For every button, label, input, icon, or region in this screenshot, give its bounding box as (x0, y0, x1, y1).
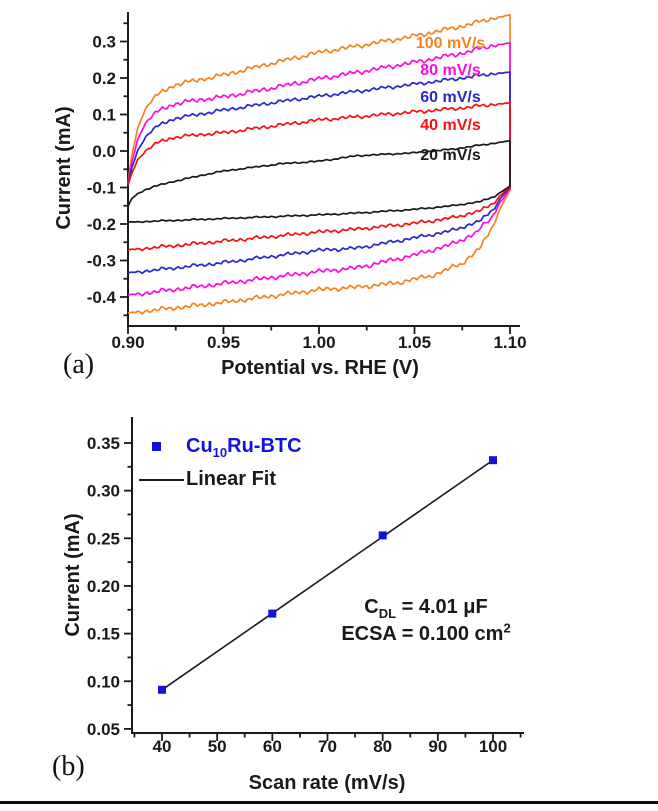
panel-a-label: (a) (63, 349, 95, 380)
x-tick-label: 60 (263, 737, 282, 756)
x-tick-label: 0.95 (207, 333, 240, 352)
curve-label-100-mv/s: 100 mV/s (415, 35, 486, 52)
axis-ticks (120, 22, 511, 334)
bottom-rule-divider (0, 801, 658, 804)
legend-marker-square (152, 442, 161, 451)
panel-b-label: (b) (52, 751, 85, 782)
cv-plot-panel-a: 0.90 0.95 1.00 1.05 1.10 0.3 0.2 0.1 0.0 -0.1 -0.2… (53, 12, 527, 379)
x-tick-label: 1.00 (302, 333, 335, 352)
y-tick-label: 0.30 (87, 482, 120, 501)
cdl-value: = 4.01 μF (396, 596, 488, 618)
scatter-plot-panel-b: 40 50 60 70 80 90 100 0.35 0.30 0.25 0.20 0.15 0.10 0… (62, 417, 524, 794)
legend-cu-suffix: Ru-BTC (227, 435, 302, 457)
data-point-marker (489, 456, 497, 465)
legend-label-linear-fit: Linear Fit (186, 468, 277, 490)
y-tick-label: 0.0 (92, 142, 116, 161)
legend-cu-subscript: 10 (212, 445, 228, 460)
x-tick-label: 80 (373, 737, 392, 756)
ecsa-superscript: 2 (503, 620, 511, 636)
y-tick-label: -0.1 (87, 179, 116, 198)
curve-label-60-mv/s: 60 mV/s (420, 89, 481, 106)
y-axis-title: Current (mA) (53, 106, 75, 229)
x-tick-label: 100 (479, 737, 507, 756)
data-point-marker (268, 609, 277, 618)
y-tick-label: 0.1 (92, 106, 116, 125)
y-tick-label: 0.35 (87, 434, 120, 453)
annotation-ecsa: ECSA = 0.100 cm2 (295, 621, 557, 645)
legend-label-cu10ru-btc: Cu10Ru-BTC (186, 435, 302, 459)
x-axis-title: Potential vs. RHE (V) (221, 357, 419, 379)
ecsa-value: ECSA = 0.100 cm (341, 623, 504, 645)
curve-label-80-mv/s: 80 mV/s (420, 62, 481, 79)
x-tick-label: 1.10 (493, 333, 526, 352)
cdl-subscript: DL (378, 606, 397, 621)
y-tick-label: -0.3 (87, 252, 116, 271)
axis-ticks (124, 442, 522, 741)
x-tick-label: 50 (208, 737, 227, 756)
legend-line-swatch (139, 479, 184, 481)
y-axis-title: Current (mA) (62, 513, 84, 636)
y-tick-label: 0.05 (87, 720, 120, 739)
cv-curves (127, 14, 511, 315)
cv-curve-20-mv/s (127, 139, 511, 224)
y-tick-label: -0.4 (87, 288, 117, 307)
data-point-marker (378, 531, 387, 540)
y-tick-label: 0.10 (87, 672, 120, 691)
x-tick-label: 40 (153, 737, 172, 756)
data-points (158, 456, 497, 694)
annotation-cdl: CDL = 4.01 μF (295, 596, 557, 620)
x-tick-label: 1.05 (398, 333, 431, 352)
y-tick-label: 0.2 (92, 69, 116, 88)
y-tick-label: 0.20 (87, 577, 120, 596)
data-point-marker (158, 685, 166, 694)
linear-fit-line (161, 459, 494, 691)
axes (127, 12, 520, 327)
cdl-symbol: C (364, 596, 379, 618)
x-tick-label: 70 (318, 737, 337, 756)
curve-label-40-mv/s: 40 mV/s (420, 117, 481, 134)
curve-label-20-mv/s: 20 mV/s (420, 147, 481, 164)
x-axis-title: Scan rate (mV/s) (249, 772, 406, 794)
x-tick-label: 0.90 (111, 333, 144, 352)
y-tick-label: 0.15 (87, 625, 120, 644)
legend-cu-prefix: Cu (186, 435, 213, 457)
y-tick-label: -0.2 (87, 215, 116, 234)
y-tick-label: 0.3 (92, 33, 116, 52)
x-tick-label: 90 (428, 737, 447, 756)
y-tick-label: 0.25 (87, 529, 120, 548)
